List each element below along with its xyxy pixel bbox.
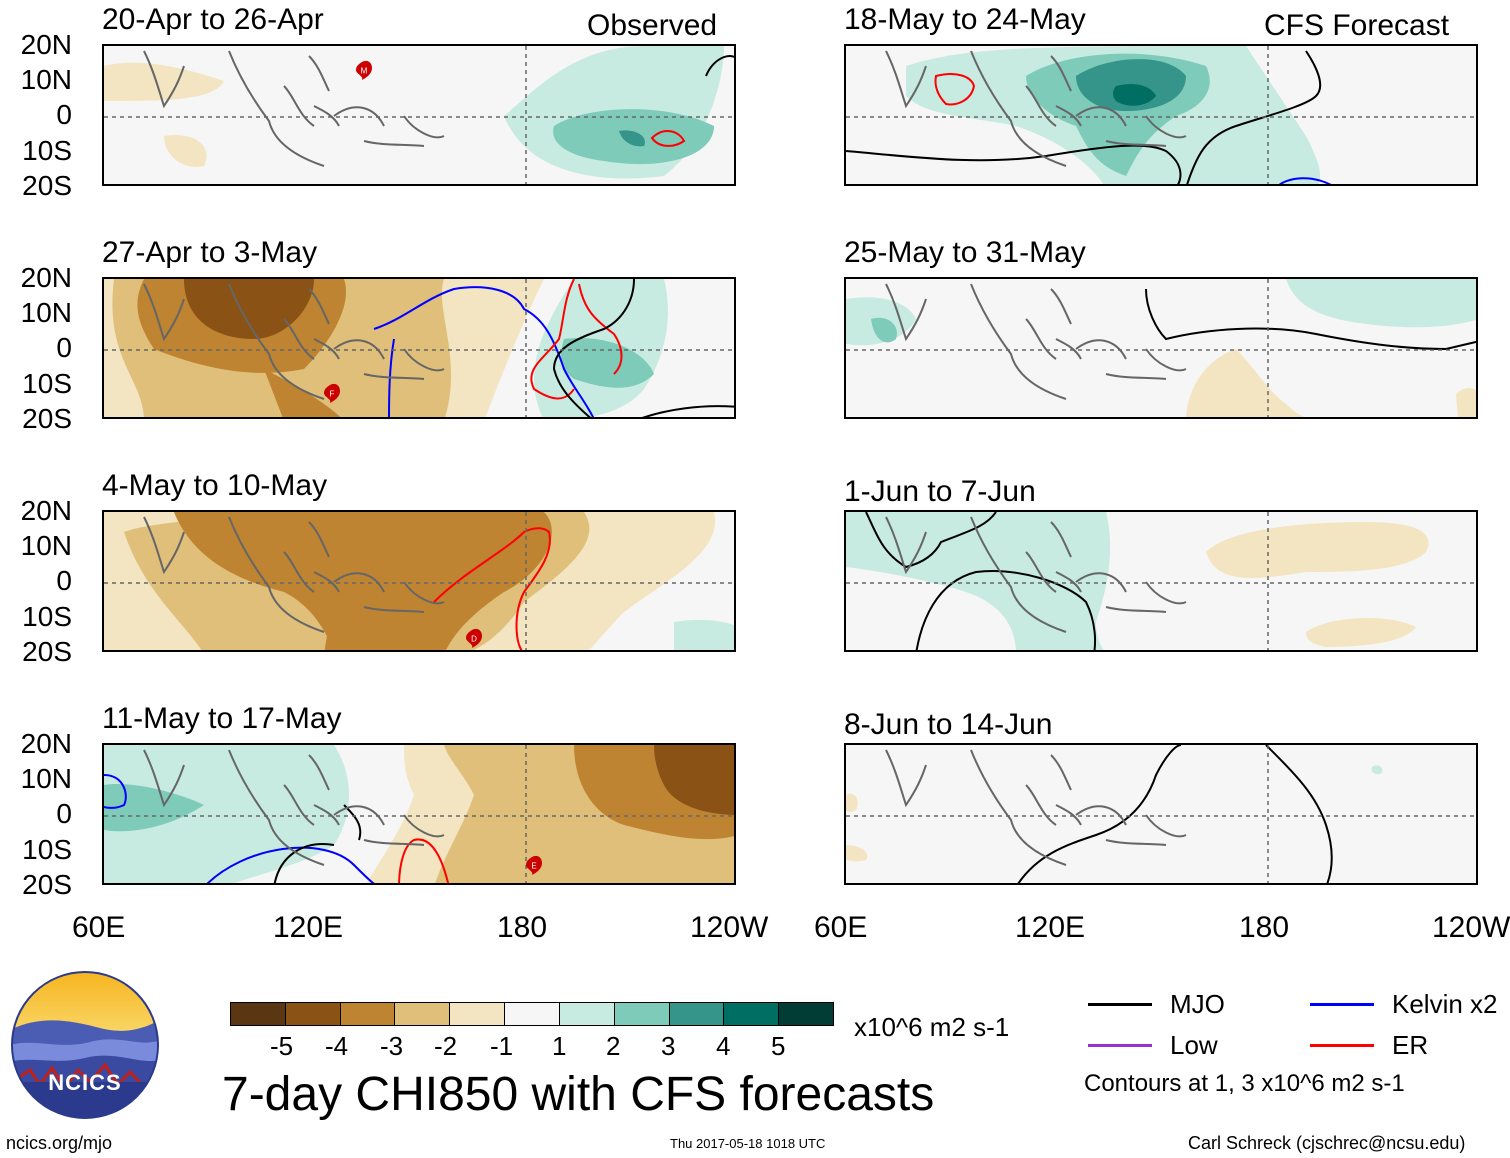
lon-label: 180: [1239, 911, 1290, 944]
lat-label: 20N: [20, 728, 72, 759]
lat-label: 10S: [22, 834, 72, 865]
lat-label: 10S: [22, 135, 72, 166]
lat-label: 10S: [22, 368, 72, 399]
lat-label: 0: [56, 565, 72, 596]
lat-label: 0: [56, 798, 72, 829]
map-panel-obs-4: E: [102, 743, 736, 885]
storm-marker-letter: D: [471, 634, 477, 643]
colorbar-tick: -3: [380, 1031, 404, 1061]
storm-marker-icon: [356, 60, 372, 80]
kelvin-line-swatch: [1310, 1003, 1374, 1006]
lon-label: 60E: [72, 911, 126, 944]
map-panel-obs-1: M: [102, 44, 736, 186]
panel-title-fcst-2: 25-May to 31-May: [844, 236, 1086, 269]
lat-label: 20S: [22, 636, 72, 667]
lon-label: 120W: [690, 911, 769, 944]
observed-label: Observed: [587, 9, 718, 42]
panel-title-fcst-1: 18-May to 24-May: [844, 3, 1086, 36]
storm-marker-icon: [526, 855, 542, 875]
colorbar-swatch: [340, 1003, 396, 1025]
panel-title-fcst-3: 1-Jun to 7-Jun: [844, 475, 1036, 508]
colorbar-tick: -5: [270, 1031, 294, 1061]
colorbar-swatch: [231, 1003, 286, 1025]
storm-marker-icon: [324, 383, 340, 403]
map-panel-fcst-2: [844, 277, 1478, 419]
lat-label: 20N: [20, 262, 72, 293]
lat-label: 20S: [22, 869, 72, 900]
storm-marker-letter: M: [361, 66, 368, 75]
colorbar-swatch: [669, 1003, 725, 1025]
colorbar-swatch: [450, 1003, 506, 1025]
panel-title-obs-2: 27-Apr to 3-May: [102, 236, 318, 269]
storm-marker-letter: F: [330, 389, 335, 398]
contour-note: Contours at 1, 3 x10^6 m2 s-1: [1084, 1070, 1405, 1097]
colorbar-tick: -4: [325, 1031, 349, 1061]
map-panel-fcst-4: [844, 743, 1478, 885]
lat-label: 20N: [20, 29, 72, 60]
lat-label: 10N: [20, 64, 72, 95]
legend-label-kelvin: Kelvin x2: [1392, 989, 1498, 1019]
cfs-forecast-label: CFS Forecast: [1264, 9, 1450, 42]
lat-label: 10N: [20, 763, 72, 794]
colorbar-units: x10^6 m2 s-1: [854, 1012, 1010, 1042]
map-panel-fcst-3: [844, 510, 1478, 652]
lon-label: 60E: [814, 911, 868, 944]
lon-label: 180: [497, 911, 548, 944]
colorbar-swatch: [395, 1003, 451, 1025]
lat-label: 10S: [22, 601, 72, 632]
lat-label: 20S: [22, 403, 72, 434]
lat-label: 0: [56, 99, 72, 130]
logo-text: NCICS: [48, 1070, 122, 1095]
mjo-line-swatch: [1088, 1003, 1152, 1006]
colorbar-swatch: [614, 1003, 670, 1025]
lon-label: 120E: [1015, 911, 1086, 944]
storm-marker-icon: [466, 628, 482, 648]
panel-title-obs-1: 20-Apr to 26-Apr: [102, 3, 324, 36]
colorbar-swatch: [285, 1003, 341, 1025]
colorbar-tick: 2: [606, 1031, 621, 1061]
lat-label: 10N: [20, 530, 72, 561]
lat-label: 0: [56, 332, 72, 363]
colorbar-tick: 4: [716, 1031, 731, 1061]
lat-label: 20S: [22, 170, 72, 201]
panel-title-obs-4: 11-May to 17-May: [102, 702, 342, 735]
footer-url: ncics.org/mjo: [6, 1133, 113, 1153]
panel-title-fcst-4: 8-Jun to 14-Jun: [844, 708, 1053, 741]
colorbar: [230, 1002, 834, 1026]
colorbar-swatch: [779, 1003, 833, 1025]
colorbar-tick: 3: [661, 1031, 676, 1061]
map-panel-fcst-1: [844, 44, 1478, 186]
footer-timestamp: Thu 2017-05-18 1018 UTC: [670, 1136, 826, 1151]
storm-marker-letter: E: [531, 861, 536, 870]
colorbar-swatch: [559, 1003, 615, 1025]
colorbar-tick: -2: [434, 1031, 458, 1061]
panel-title-obs-3: 4-May to 10-May: [102, 469, 328, 502]
colorbar-tick: 1: [552, 1031, 567, 1061]
er-line-swatch: [1310, 1044, 1374, 1047]
legend-label-mjo: MJO: [1170, 989, 1225, 1019]
lon-label: 120E: [273, 911, 344, 944]
legend-label-er: ER: [1392, 1030, 1429, 1060]
colorbar-tick: -1: [490, 1031, 514, 1061]
map-panel-obs-3: D: [102, 510, 736, 652]
lon-label: 120W: [1432, 912, 1510, 944]
map-panel-obs-2: F: [102, 277, 736, 419]
colorbar-swatch: [505, 1003, 560, 1025]
ncics-logo: NCICS: [10, 970, 160, 1120]
colorbar-tick: 5: [771, 1031, 786, 1061]
lat-label: 20N: [20, 495, 72, 526]
footer-credit: Carl Schreck (cjschrec@ncsu.edu): [1188, 1133, 1466, 1153]
legend-label-low: Low: [1170, 1030, 1218, 1060]
low-line-swatch: [1088, 1044, 1152, 1047]
main-title: 7-day CHI850 with CFS forecasts: [222, 1068, 935, 1121]
colorbar-swatch: [724, 1003, 780, 1025]
lat-label: 10N: [20, 297, 72, 328]
